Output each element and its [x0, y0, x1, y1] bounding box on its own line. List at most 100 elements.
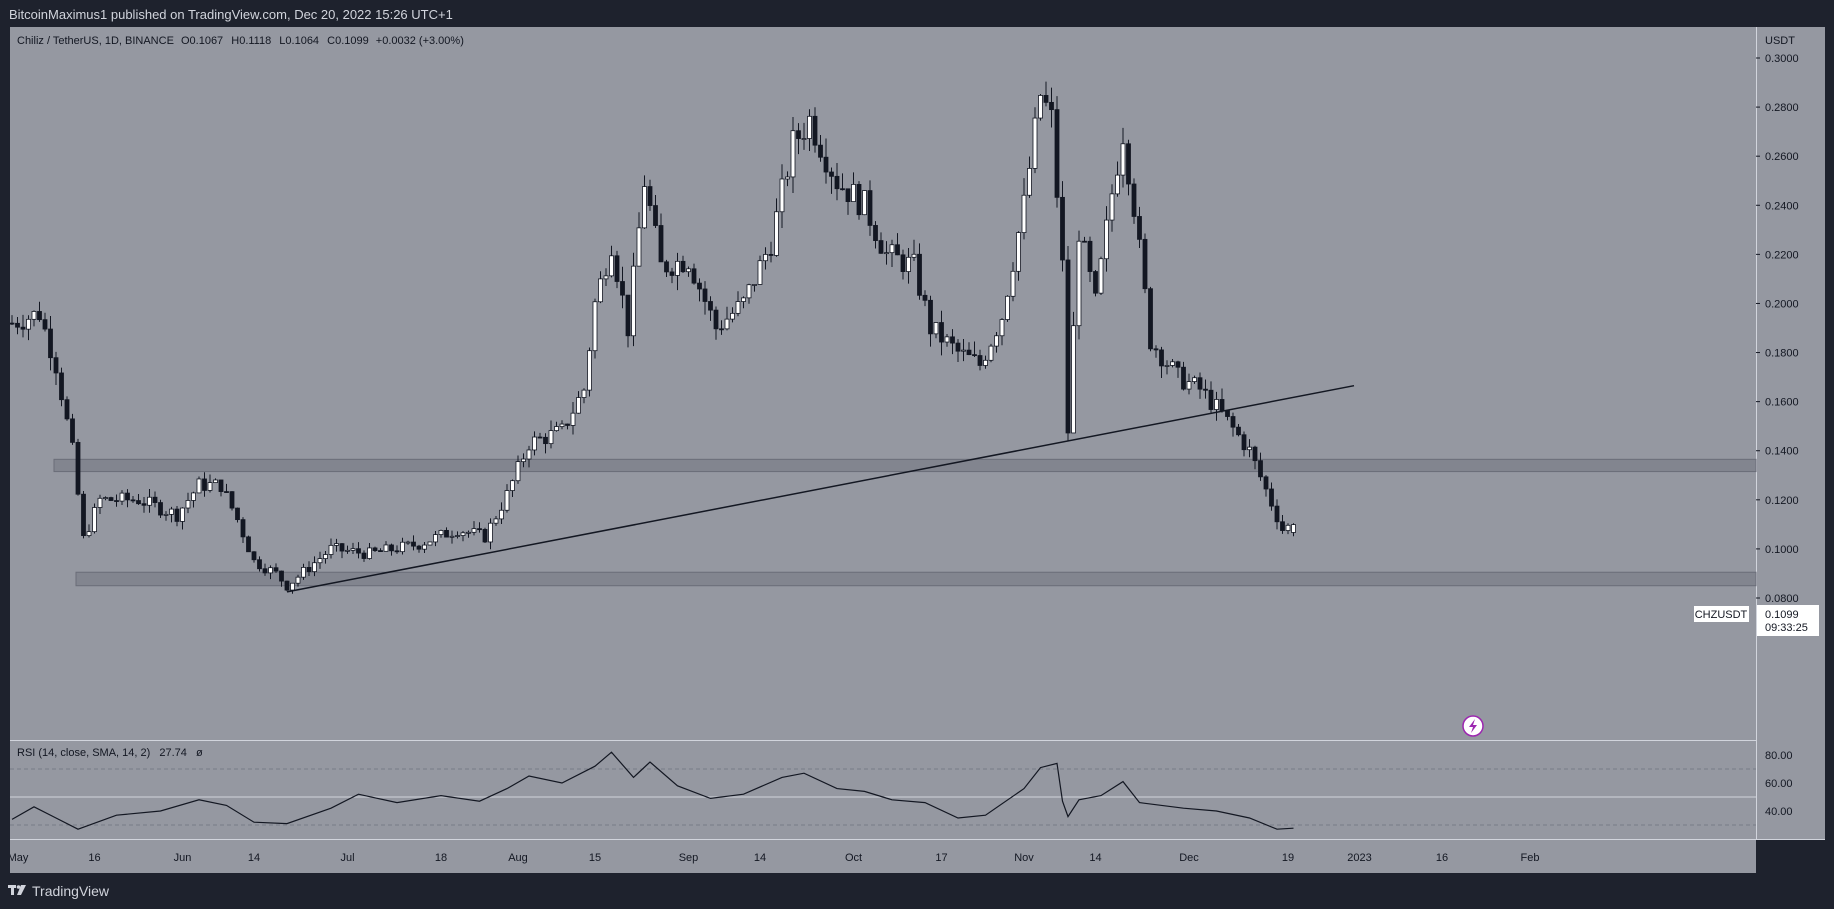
- candle: [1021, 194, 1027, 233]
- candle: [807, 115, 812, 139]
- candle: [961, 349, 966, 352]
- candle: [1109, 193, 1115, 221]
- candle: [851, 184, 856, 203]
- candle: [790, 130, 796, 178]
- rsi-label: RSI (14, close, SMA, 14, 2): [17, 747, 150, 759]
- candle: [680, 260, 686, 273]
- rsi-tick-label: 80.00: [1765, 750, 1793, 762]
- price-tag-countdown: 09:33:25: [1765, 622, 1808, 634]
- chart-svg[interactable]: 0.3000 0.2800 0.2600 0.2400 0.2200 0.2000 0.18…: [8, 27, 1825, 873]
- candle: [37, 311, 42, 321]
- price-tick-label: 0.2600: [1765, 151, 1799, 163]
- candle: [312, 562, 317, 573]
- candle: [295, 576, 301, 584]
- support-zone[interactable]: [75, 571, 1757, 587]
- price-pane[interactable]: [10, 27, 1756, 740]
- price-tick-label: 0.1600: [1765, 397, 1799, 409]
- candle: [119, 492, 125, 502]
- candle: [1142, 238, 1148, 290]
- rsi-line: [11, 751, 1294, 830]
- time-tick-label: 15: [589, 852, 601, 864]
- candle: [207, 482, 213, 491]
- candle: [350, 548, 356, 551]
- chart-area[interactable]: 0.3000 0.2800 0.2600 0.2400 0.2200 0.2000 0.18…: [8, 27, 1825, 873]
- candle: [675, 260, 680, 276]
- candle: [449, 535, 455, 538]
- candle: [1005, 295, 1010, 320]
- candle: [1087, 240, 1093, 272]
- candle: [1186, 381, 1192, 390]
- candle: [1263, 476, 1269, 490]
- candle: [92, 507, 97, 533]
- price-tick-label: 0.0800: [1765, 593, 1799, 605]
- candle: [752, 284, 757, 286]
- price-axis[interactable]: [1756, 27, 1825, 839]
- price-tick-label: 0.2200: [1765, 249, 1799, 261]
- candle: [741, 297, 746, 302]
- candle: [515, 461, 521, 482]
- candle: [136, 500, 141, 505]
- time-tick-label: 17: [935, 852, 947, 864]
- time-tick-label: Jul: [340, 852, 354, 864]
- candle: [477, 528, 482, 531]
- candle: [1225, 410, 1230, 417]
- candle: [686, 268, 691, 273]
- candle: [328, 544, 334, 555]
- candle: [246, 536, 251, 553]
- symbol-tag-text: CHZUSDT: [1695, 609, 1748, 621]
- low-value: 0.1064: [285, 35, 319, 47]
- rsi-pane[interactable]: [10, 741, 1756, 839]
- candle: [994, 335, 999, 347]
- candle: [554, 426, 559, 432]
- lightning-icon[interactable]: [1462, 715, 1484, 737]
- candle: [389, 544, 394, 552]
- price-tick-label: 0.1200: [1765, 495, 1799, 507]
- candle: [471, 528, 477, 533]
- candle: [526, 449, 532, 460]
- publisher-line: BitcoinMaximus1 published on TradingView…: [9, 7, 453, 22]
- support-zone[interactable]: [53, 458, 1757, 473]
- candle: [229, 491, 235, 509]
- candle: [108, 497, 114, 501]
- candle: [1252, 446, 1258, 462]
- candle: [895, 244, 900, 256]
- price-tag: [1757, 605, 1819, 636]
- candle: [988, 345, 994, 361]
- candle: [394, 550, 400, 553]
- open-label: O: [181, 35, 190, 47]
- candle: [163, 513, 169, 516]
- candle: [86, 531, 92, 537]
- candle: [1065, 259, 1071, 434]
- candle: [933, 322, 939, 335]
- trendline-layer[interactable]: [286, 384, 1355, 593]
- candle: [31, 311, 37, 320]
- candle: [664, 261, 669, 273]
- candle: [587, 350, 592, 391]
- time-axis[interactable]: [10, 839, 1756, 873]
- candle: [1285, 524, 1291, 531]
- open-value: 0.1067: [190, 35, 224, 47]
- candle: [614, 255, 620, 282]
- trendline[interactable]: [286, 384, 1355, 593]
- candle: [719, 328, 724, 331]
- candle: [636, 227, 642, 267]
- candle: [1214, 399, 1219, 410]
- candle: [708, 301, 713, 311]
- candle: [999, 319, 1005, 337]
- candle: [609, 255, 614, 277]
- candle: [878, 240, 884, 254]
- candle: [658, 225, 664, 263]
- candle: [570, 412, 576, 426]
- candle: [724, 318, 730, 330]
- candle: [581, 389, 587, 398]
- candle: [1043, 95, 1049, 103]
- candle: [1247, 446, 1252, 451]
- candle: [97, 497, 103, 508]
- candle: [1016, 232, 1021, 272]
- candle: [1280, 521, 1285, 531]
- candle: [460, 532, 466, 536]
- symbol-tag: [1694, 606, 1749, 622]
- price-tick-label: 0.1400: [1765, 446, 1799, 458]
- time-tick-label: Aug: [508, 852, 528, 864]
- candle: [444, 530, 449, 538]
